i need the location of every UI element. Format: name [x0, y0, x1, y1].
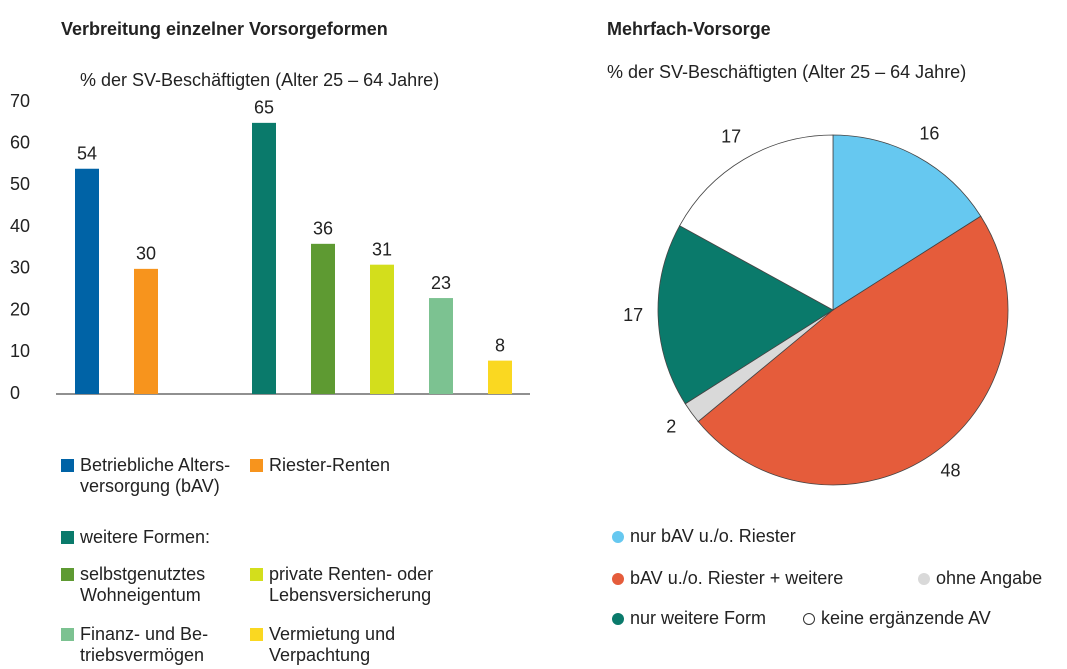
- bar: [370, 264, 394, 394]
- y-tick-label: 40: [10, 216, 30, 236]
- y-tick-label: 30: [10, 258, 30, 278]
- pie-slice: [657, 225, 834, 405]
- legend-dot: [803, 613, 815, 625]
- legend-label: weitere Formen:: [80, 527, 211, 547]
- value-label: 23: [431, 273, 451, 293]
- y-tick-label: 10: [10, 341, 30, 361]
- legend-swatch: [250, 628, 263, 641]
- legend-label: ohne Angabe: [936, 568, 1043, 588]
- legend-dot: [918, 573, 930, 585]
- bar-title: Verbreitung einzelner Vorsorgeformen: [61, 19, 388, 39]
- pie-subtitle: % der SV-Beschäftigten (Alter 25 – 64 Ja…: [607, 62, 967, 82]
- bar: [134, 268, 158, 394]
- value-label: 65: [254, 98, 274, 118]
- legend-swatch: [61, 628, 74, 641]
- bar: [252, 122, 276, 394]
- legend-label: selbstgenutztes Wohneigentum: [80, 564, 206, 605]
- legend-label: bAV u./o. Riester + weitere: [630, 568, 844, 588]
- value-label: 17: [721, 127, 741, 147]
- value-label: 17: [623, 305, 643, 325]
- value-label: 48: [941, 461, 961, 481]
- pie-slice: [832, 134, 982, 311]
- bar: [311, 243, 335, 394]
- legend-dot: [612, 573, 624, 585]
- legend-swatch: [61, 568, 74, 581]
- legend-label: Vermietung und Verpachtung: [269, 624, 396, 665]
- legend-swatch: [250, 568, 263, 581]
- legend-dot: [612, 613, 624, 625]
- bar: [488, 360, 512, 394]
- value-label: 36: [313, 219, 333, 239]
- bar-subtitle: % der SV-Beschäftigten (Alter 25 – 64 Ja…: [80, 70, 440, 90]
- legend-label: Finanz- und Be- triebsvermögen: [80, 624, 209, 665]
- bar: [75, 168, 99, 394]
- legend-label: Betriebliche Alters- versorgung (bAV): [80, 455, 231, 496]
- legend-swatch: [61, 531, 74, 544]
- y-tick-label: 60: [10, 132, 30, 152]
- value-label: 31: [372, 239, 392, 259]
- bar: [429, 298, 453, 394]
- legend-dot: [612, 531, 624, 543]
- legend-label: keine ergänzende AV: [821, 608, 991, 628]
- y-tick-label: 50: [10, 174, 30, 194]
- legend-label: private Renten- oder Lebensversicherung: [269, 564, 434, 605]
- value-label: 54: [77, 143, 97, 163]
- y-tick-label: 20: [10, 299, 30, 319]
- y-tick-label: 0: [10, 383, 20, 403]
- pie-slice: [679, 134, 834, 311]
- legend-label: Riester-Renten: [269, 455, 391, 475]
- legend-swatch: [250, 459, 263, 472]
- value-label: 8: [495, 335, 505, 355]
- value-label: 16: [919, 123, 939, 143]
- value-label: 30: [136, 244, 156, 264]
- y-tick-label: 70: [10, 91, 30, 111]
- legend-swatch: [61, 459, 74, 472]
- legend-label: nur bAV u./o. Riester: [630, 526, 796, 546]
- legend-label: nur weitere Form: [630, 608, 767, 628]
- pie-slice: [697, 215, 1009, 486]
- value-label: 2: [666, 416, 676, 436]
- pie-title: Mehrfach-Vorsorge: [607, 19, 771, 39]
